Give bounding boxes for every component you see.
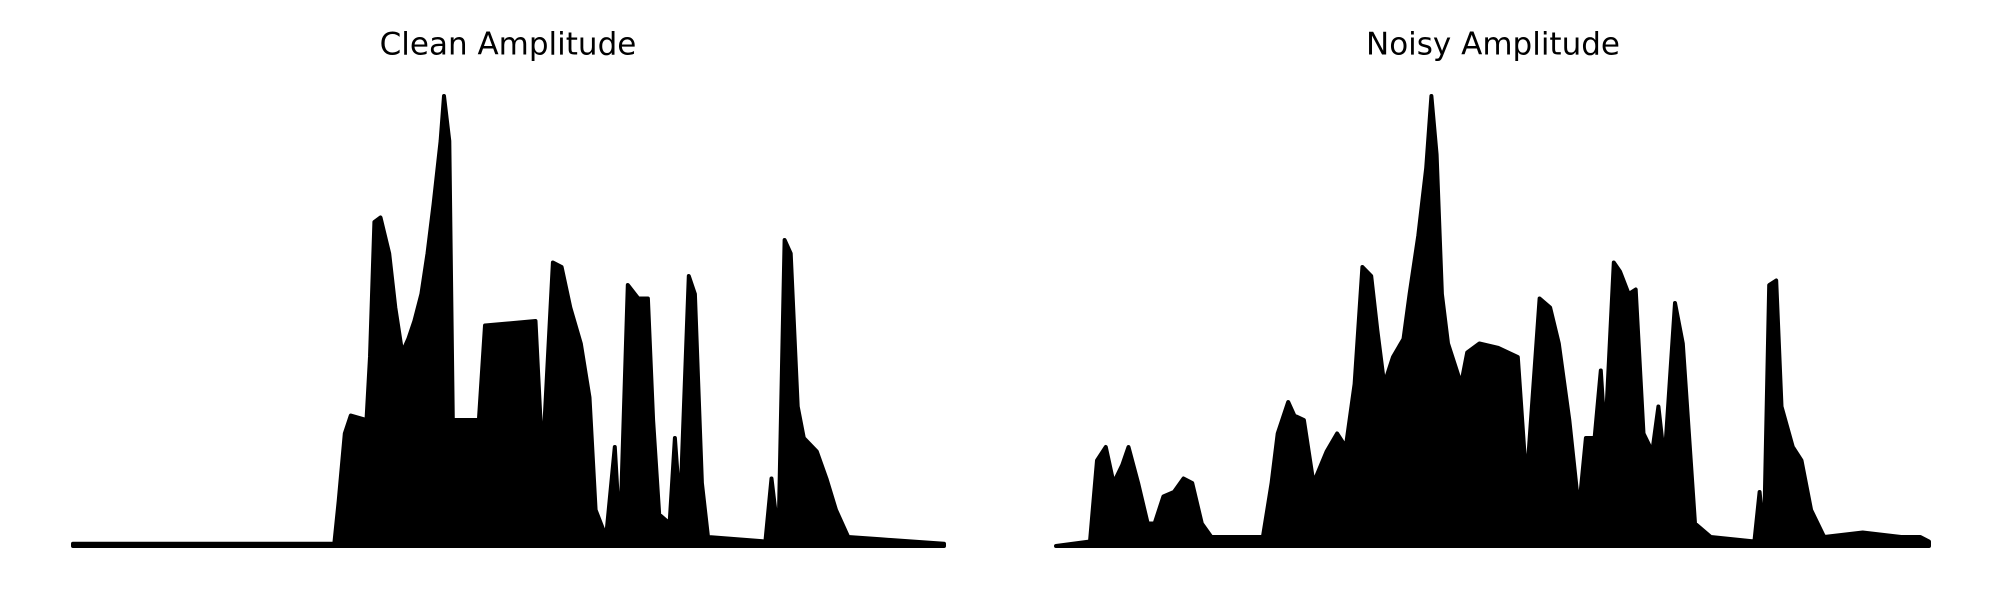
amplitude-area (71, 94, 946, 548)
chart-title: Clean Amplitude (380, 27, 637, 63)
chart-title: Noisy Amplitude (1366, 27, 1620, 63)
amplitude-area (1054, 94, 1931, 548)
